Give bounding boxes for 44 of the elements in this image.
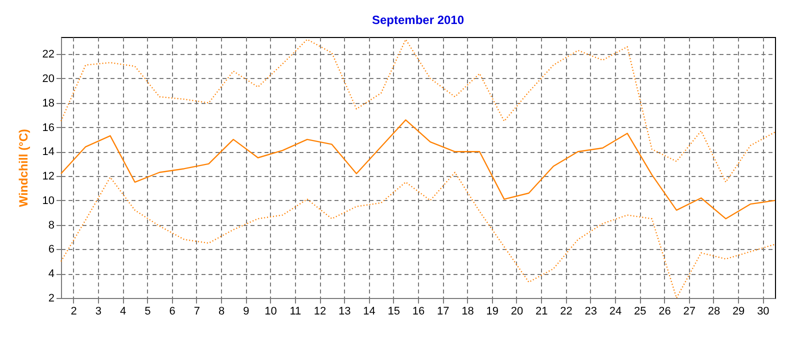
x-tick-label: 23	[584, 306, 597, 318]
x-tick-label: 4	[120, 306, 126, 318]
x-tick-label: 12	[314, 306, 326, 318]
y-tick-label: 22	[42, 48, 54, 61]
x-tick-label: 30	[757, 306, 770, 318]
x-tick-label: 8	[218, 306, 225, 318]
x-tick-label: 9	[243, 306, 250, 318]
x-tick-label: 19	[486, 306, 498, 318]
x-tick-label: 6	[169, 306, 176, 318]
x-tick-label: 15	[388, 306, 400, 318]
x-tick-label: 26	[658, 306, 671, 318]
line-series	[60, 38, 776, 183]
y-tick-label: 8	[48, 219, 54, 232]
x-tick-label: 5	[144, 306, 151, 318]
x-tick-label: 7	[194, 306, 200, 318]
x-tick-label: 21	[535, 306, 548, 318]
x-tick-label: 25	[634, 306, 646, 318]
x-tick-label: 16	[412, 306, 425, 318]
x-tick-label: 24	[609, 306, 622, 318]
y-tick-label: 14	[42, 146, 54, 158]
y-tick-label: 18	[42, 97, 54, 110]
y-tick-label: 4	[48, 268, 54, 280]
x-tick-label: 2	[70, 306, 77, 318]
x-tick-label: 17	[436, 306, 450, 318]
x-tick-label: 3	[95, 306, 102, 318]
line-series	[60, 119, 776, 220]
x-tick-label: 20	[510, 306, 524, 318]
y-tick-label: 16	[42, 122, 54, 134]
x-tick-label: 27	[683, 306, 696, 318]
x-tick-label: 22	[560, 306, 572, 318]
y-tick-label: 12	[42, 170, 54, 183]
y-tick-label: 20	[42, 72, 54, 85]
y-tick-label: 6	[48, 244, 54, 256]
x-tick-label: 18	[462, 306, 474, 318]
x-tick-label: 13	[338, 306, 351, 318]
chart-title: September 2010	[372, 13, 464, 27]
x-tick-label: 29	[732, 306, 745, 318]
y-tick-label: 2	[48, 292, 54, 304]
y-tick-label: 10	[42, 194, 54, 207]
x-tick-label: 14	[363, 306, 376, 318]
y-axis-title: Windchill (°C)	[16, 128, 30, 208]
x-tick-label: 10	[264, 306, 277, 318]
x-tick-label: 11	[290, 306, 302, 318]
x-tick-label: 28	[708, 306, 720, 318]
